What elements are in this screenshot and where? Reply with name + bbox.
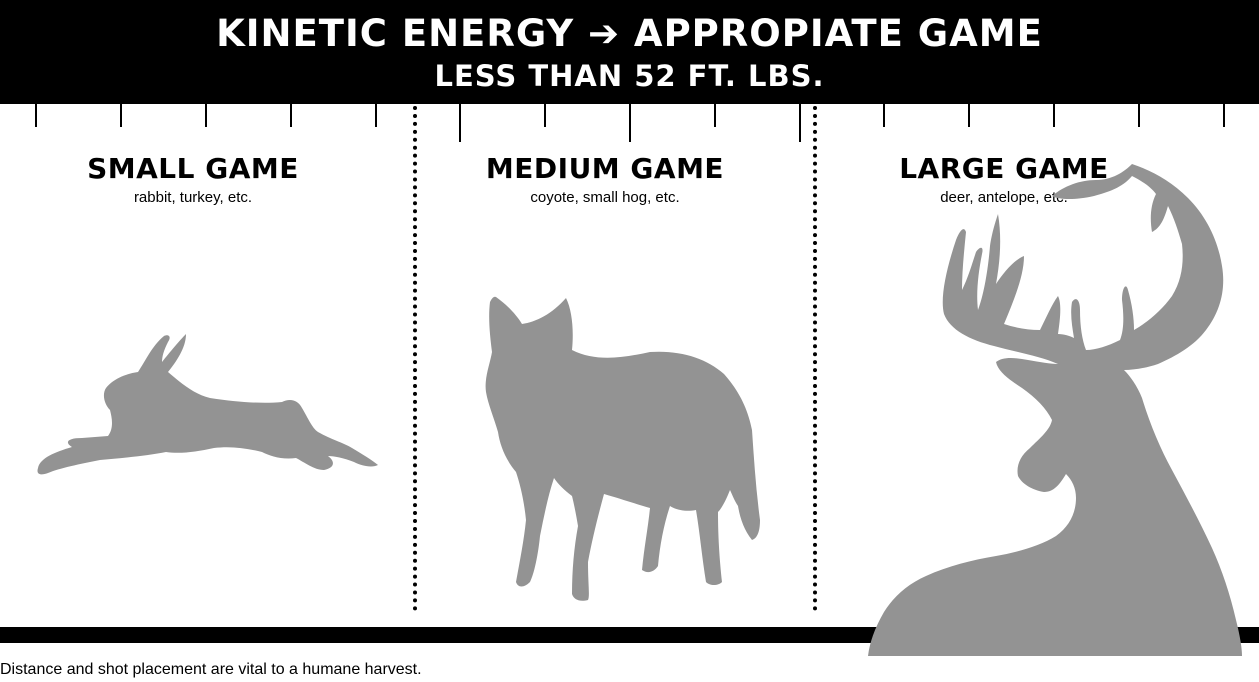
category-examples-medium: coyote, small hog, etc. — [530, 189, 680, 206]
column-divider — [813, 106, 817, 611]
bottom-bar — [0, 627, 1259, 643]
header-banner: KINETIC ENERGY ➔ APPROPIATE GAME LESS TH… — [0, 0, 1259, 104]
footnote-text: Distance and shot placement are vital to… — [0, 661, 422, 678]
page-title: KINETIC ENERGY ➔ APPROPIATE GAME — [216, 12, 1043, 55]
ruler-ticks — [35, 104, 1225, 142]
page-subtitle: LESS THAN 52 FT. LBS. — [434, 59, 825, 93]
category-examples-large: deer, antelope, etc. — [940, 189, 1068, 206]
category-examples-small: rabbit, turkey, etc. — [133, 189, 253, 206]
category-title-large: LARGE GAME — [899, 152, 1109, 185]
category-title-medium: MEDIUM GAME — [485, 152, 725, 185]
category-title-small: SMALL GAME — [87, 152, 299, 185]
column-divider — [413, 106, 417, 611]
